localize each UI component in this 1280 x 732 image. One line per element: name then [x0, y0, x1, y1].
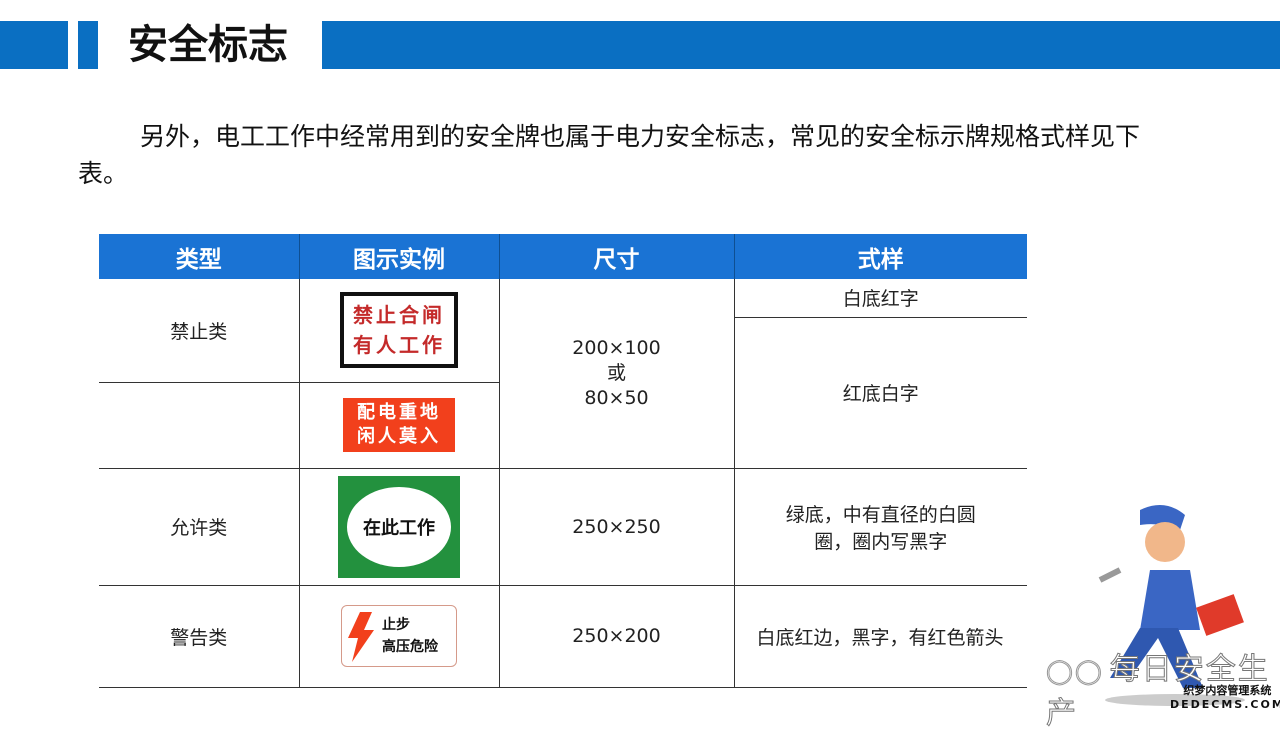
intro-text: 另外，电工工作中经常用到的安全牌也属于电力安全标志，常见的安全标示牌规格式样见下…: [78, 122, 1141, 188]
size-cell: 250×250: [499, 468, 735, 586]
col-style: 式样: [734, 234, 1027, 279]
sign-no-closing: 禁止合闸 有人工作: [340, 292, 458, 369]
header-bar-right: [322, 21, 1280, 69]
sign-table: 类型 图示实例 尺寸 式样 禁止类 禁止合闸 有人工作 200×100 或 80×50…: [99, 234, 1027, 688]
example-cell: 配电重地 闲人莫入: [299, 382, 500, 469]
worker-illustration: [1098, 505, 1245, 706]
type-cell: 警告类: [99, 585, 300, 688]
cms-watermark: 织梦内容管理系统 DEDECMS.COM: [1170, 684, 1280, 711]
lightning-icon: [348, 612, 374, 662]
sign-no-entry: 配电重地 闲人莫入: [343, 398, 455, 452]
header-bar-left: [0, 21, 68, 69]
size-cell: 200×100 或 80×50: [499, 279, 735, 469]
wechat-icon: ◯◯: [1046, 657, 1104, 686]
header-bar-small: [78, 21, 98, 69]
type-cell: 允许类: [99, 468, 300, 586]
style-cell: 红底白字: [734, 317, 1027, 469]
type-cell: 禁止类: [99, 279, 300, 383]
col-example: 图示实例: [299, 234, 500, 279]
table-row: 禁止类 禁止合闸 有人工作 200×100 或 80×50 白底红字: [99, 279, 1027, 469]
page-title: 安全标志: [128, 22, 288, 68]
table-row: 允许类 在此工作 250×250 绿底，中有直径的白圆圈，圈内写黑字: [99, 468, 1027, 586]
example-cell: 止步 高压危险: [299, 585, 500, 688]
example-cell: 禁止合闸 有人工作: [299, 279, 500, 383]
style-cell: 白底红字: [734, 279, 1027, 318]
col-type: 类型: [99, 234, 300, 279]
sign-high-voltage: 止步 高压危险: [341, 605, 457, 667]
sign-work-here: 在此工作: [338, 475, 460, 578]
intro-paragraph: 另外，电工工作中经常用到的安全牌也属于电力安全标志，常见的安全标示牌规格式样见下…: [78, 118, 1158, 192]
col-size: 尺寸: [499, 234, 735, 279]
style-cell: 绿底，中有直径的白圆圈，圈内写黑字: [734, 468, 1027, 586]
style-cell: 白底红边，黑字，有红色箭头: [734, 585, 1027, 688]
example-cell: 在此工作: [299, 468, 500, 586]
size-cell: 250×200: [499, 585, 735, 688]
table-row: 警告类 止步 高压危险 250×200 白底红边，黑字，有红色箭头: [99, 585, 1027, 688]
